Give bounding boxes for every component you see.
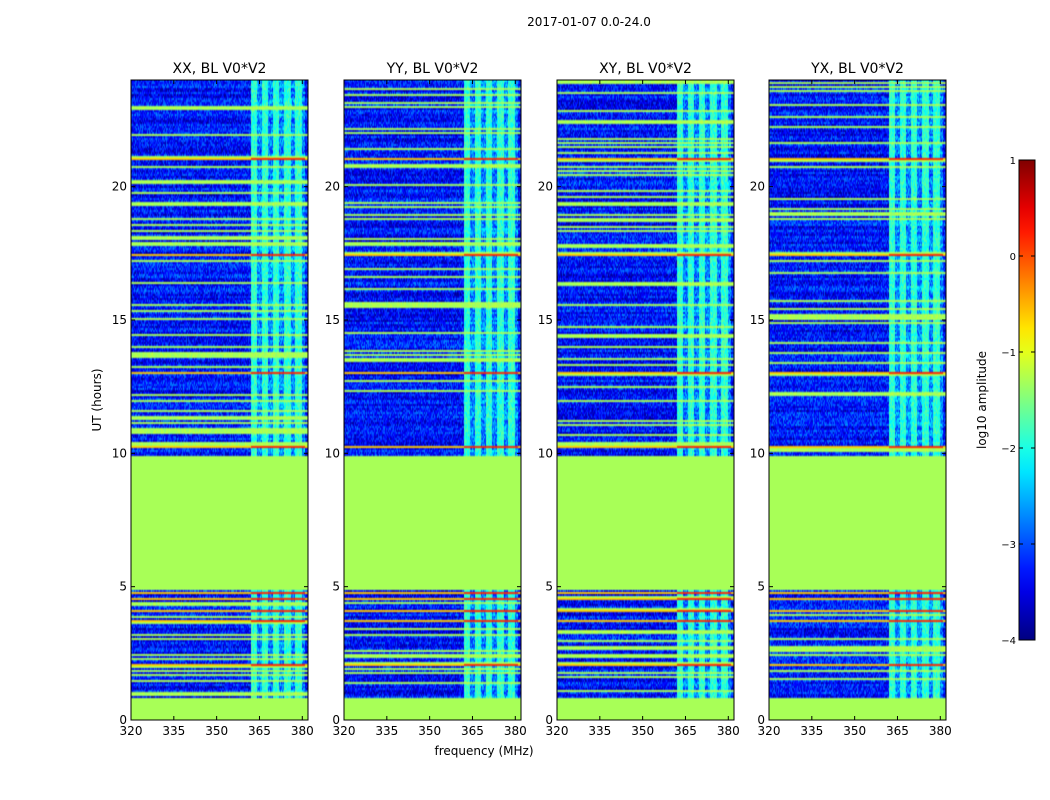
panel-xy: XY, BL V0*V2 320 335 350 365 380 0 5 10 15 20 xyxy=(538,61,740,738)
panel-yy: YY, BL V0*V2 320 335 350 365 380 0 5 10 15 20 xyxy=(325,61,527,738)
colorbar-tick-label: −1 xyxy=(1001,348,1016,359)
colorbar-tick-label: −3 xyxy=(1001,540,1016,551)
heatmap-yy xyxy=(344,80,521,720)
panel-title-xx: XX, BL V0*V2 xyxy=(173,61,267,77)
heatmap-yx xyxy=(769,80,946,720)
y-tick-label: 10 xyxy=(750,446,765,460)
panel-title-xy: XY, BL V0*V2 xyxy=(599,61,692,77)
colorbar-tick-label: −4 xyxy=(1001,636,1016,647)
colorbar-tick-label: 0 xyxy=(1010,252,1016,263)
x-tick-label: 350 xyxy=(631,724,654,738)
y-tick-label: 10 xyxy=(325,446,340,460)
y-tick-label: 20 xyxy=(112,180,127,194)
x-tick-label: 350 xyxy=(843,724,866,738)
panel-title-yy: YY, BL V0*V2 xyxy=(386,61,479,77)
x-tick-label: 365 xyxy=(674,724,697,738)
x-tick-label: 365 xyxy=(461,724,484,738)
y-tick-label: 5 xyxy=(119,580,127,594)
x-tick-label: 380 xyxy=(929,724,952,738)
x-tick-label: 320 xyxy=(758,724,781,738)
panel-xx: XX, BL V0*V2 320 335 350 365 380 0 5 10 15 20 xyxy=(112,61,314,738)
panel-frame xyxy=(343,79,522,721)
panel-title-yx: YX, BL V0*V2 xyxy=(810,61,904,77)
y-tick-label: 10 xyxy=(538,446,553,460)
y-tick-label: 0 xyxy=(545,713,553,727)
colorbar-label: log10 amplitude xyxy=(975,351,989,449)
y-tick-label: 15 xyxy=(325,313,340,327)
y-tick-label: 5 xyxy=(545,580,553,594)
colorbar-tick-label: 1 xyxy=(1010,156,1016,167)
y-tick-label: 20 xyxy=(538,180,553,194)
y-tick-label: 15 xyxy=(750,313,765,327)
y-tick-label: 20 xyxy=(750,180,765,194)
y-tick-label: 0 xyxy=(119,713,127,727)
panel-frame xyxy=(130,79,309,721)
y-tick-label: 5 xyxy=(757,580,765,594)
panel-frame xyxy=(768,79,947,721)
x-tick-label: 365 xyxy=(886,724,909,738)
heatmap-xy xyxy=(557,80,734,720)
panel-frame xyxy=(556,79,735,721)
figure-title: 2017-01-07 0.0-24.0 xyxy=(527,15,651,29)
y-tick-label: 0 xyxy=(757,713,765,727)
y-tick-label: 15 xyxy=(112,313,127,327)
y-tick-label: 20 xyxy=(325,180,340,194)
x-tick-label: 380 xyxy=(717,724,740,738)
x-tick-label: 380 xyxy=(504,724,527,738)
x-tick-label: 350 xyxy=(418,724,441,738)
x-tick-label: 335 xyxy=(588,724,611,738)
x-tick-label: 335 xyxy=(800,724,823,738)
colorbar-gradient xyxy=(1018,159,1036,641)
y-tick-label: 10 xyxy=(112,446,127,460)
x-tick-label: 335 xyxy=(375,724,398,738)
x-tick-label: 350 xyxy=(205,724,228,738)
y-axis-label: UT (hours) xyxy=(90,368,104,431)
x-tick-label: 365 xyxy=(248,724,271,738)
heatmap-xx xyxy=(131,80,308,720)
colorbar: 1 0 −1 −2 −3 −4 log10 amplitude xyxy=(975,156,1036,647)
x-tick-label: 320 xyxy=(333,724,356,738)
y-tick-label: 0 xyxy=(332,713,340,727)
x-tick-label: 320 xyxy=(120,724,143,738)
panel-yx: YX, BL V0*V2 320 335 350 365 380 0 5 10 15 20 xyxy=(750,61,952,738)
y-tick-label: 5 xyxy=(332,580,340,594)
colorbar-tick-label: −2 xyxy=(1001,444,1016,455)
x-axis-label: frequency (MHz) xyxy=(434,744,533,758)
x-tick-label: 380 xyxy=(291,724,314,738)
x-tick-label: 335 xyxy=(162,724,185,738)
y-tick-label: 15 xyxy=(538,313,553,327)
x-tick-label: 320 xyxy=(546,724,569,738)
